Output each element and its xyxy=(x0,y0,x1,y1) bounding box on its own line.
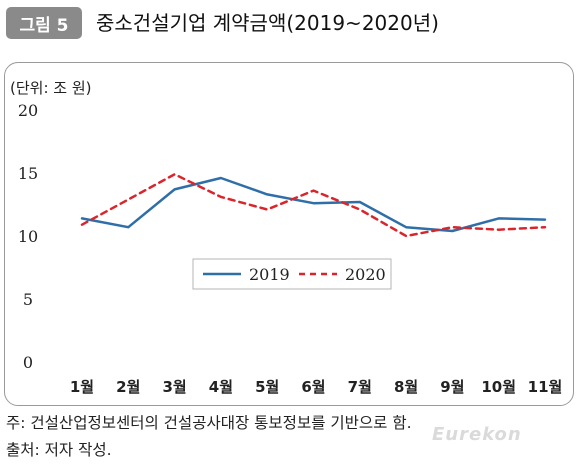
figure-title: 중소건설기업 계약금액(2019~2020년) xyxy=(96,11,439,35)
series-line-2020 xyxy=(80,173,547,238)
unit-label: (단위: 조 원) xyxy=(10,79,92,97)
legend-label-2019: 2019 xyxy=(249,265,290,284)
source-note: 주: 건설산업정보센터의 건설공사대장 통보정보를 기반으로 함. xyxy=(6,414,412,432)
y-tick-label: 5 xyxy=(23,290,33,309)
y-tick-label: 15 xyxy=(18,164,38,183)
legend-label-2020: 2020 xyxy=(345,265,386,284)
y-tick-label: 10 xyxy=(18,227,38,246)
x-tick-label: 10월 xyxy=(481,378,516,396)
chart-frame xyxy=(4,62,574,406)
x-tick-label: 11월 xyxy=(528,378,563,396)
y-tick-label: 20 xyxy=(18,101,38,120)
figure-badge: 그림 5 xyxy=(6,7,82,39)
x-tick-label: 7월 xyxy=(348,378,372,396)
x-tick-label: 1월 xyxy=(70,378,94,396)
x-tick-label: 4월 xyxy=(209,378,233,396)
x-tick-label: 6월 xyxy=(301,378,325,396)
x-tick-label: 2월 xyxy=(116,378,140,396)
watermark-logo: Eurekon xyxy=(432,424,522,445)
y-tick-label: 0 xyxy=(23,353,33,372)
author-note: 출처: 저자 작성. xyxy=(6,441,112,459)
x-tick-label: 3월 xyxy=(162,378,186,396)
x-tick-label: 8월 xyxy=(394,378,418,396)
x-tick-label: 9월 xyxy=(440,378,464,396)
x-tick-label: 5월 xyxy=(255,378,279,396)
